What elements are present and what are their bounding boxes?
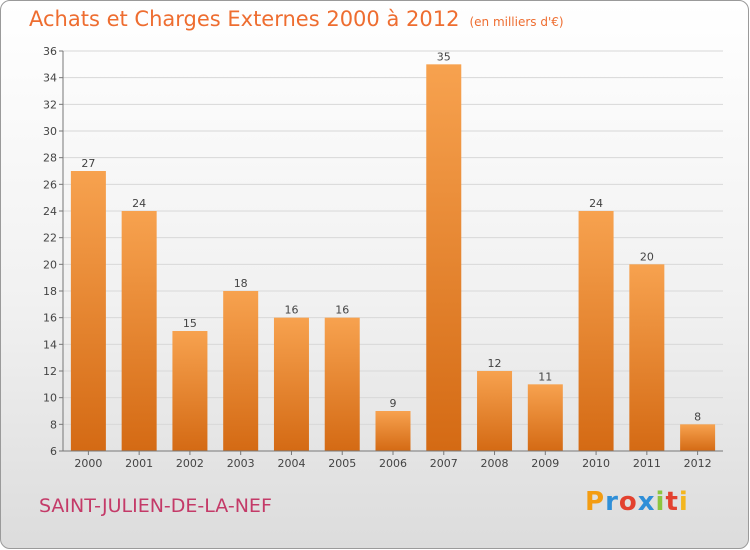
x-tick-label-2006: 2006 bbox=[379, 457, 407, 470]
logo-letter: r bbox=[605, 487, 619, 517]
logo-letter: P bbox=[585, 487, 606, 517]
x-tick-label-2008: 2008 bbox=[481, 457, 509, 470]
data-label-2008: 12 bbox=[488, 357, 502, 370]
data-label-2012: 8 bbox=[694, 410, 701, 423]
bar-2010 bbox=[578, 211, 614, 451]
bars: 27 24 15 18 16 16 9 35 12 11 24 20 8 bbox=[70, 50, 716, 452]
bar-2007 bbox=[426, 64, 462, 452]
bar-2005 bbox=[324, 317, 360, 451]
bar-2009 bbox=[527, 384, 563, 451]
bar-2004 bbox=[273, 317, 309, 451]
x-tick-label-2005: 2005 bbox=[328, 457, 356, 470]
bar-2000 bbox=[70, 171, 106, 451]
logo-letter: i bbox=[655, 487, 666, 517]
data-label-2011: 20 bbox=[640, 250, 654, 263]
x-tick-label-2000: 2000 bbox=[74, 457, 102, 470]
data-label-2001: 24 bbox=[132, 197, 146, 210]
data-label-2004: 16 bbox=[284, 304, 298, 317]
chart-subtitle: (en milliers d'€) bbox=[469, 15, 564, 29]
data-label-2006: 9 bbox=[390, 397, 397, 410]
chart-title: Achats et Charges Externes 2000 à 2012 (e… bbox=[29, 7, 564, 31]
x-tick-label-2004: 2004 bbox=[277, 457, 305, 470]
y-tick-label: 10 bbox=[43, 392, 57, 405]
y-tick-label: 32 bbox=[43, 98, 57, 111]
x-tick-label-2012: 2012 bbox=[684, 457, 712, 470]
data-label-2000: 27 bbox=[81, 157, 95, 170]
y-tick-label: 24 bbox=[43, 205, 57, 218]
bar-2012 bbox=[680, 424, 716, 451]
y-tick-label: 20 bbox=[43, 258, 57, 271]
data-label-2010: 24 bbox=[589, 197, 603, 210]
bar-2008 bbox=[477, 371, 513, 451]
y-tick-label: 30 bbox=[43, 125, 57, 138]
x-tick-label-2009: 2009 bbox=[531, 457, 559, 470]
data-label-2007: 35 bbox=[437, 50, 451, 63]
y-tick-label: 28 bbox=[43, 152, 57, 165]
y-tick-label: 34 bbox=[43, 72, 57, 85]
data-label-2009: 11 bbox=[538, 370, 552, 383]
y-tick-label: 8 bbox=[50, 418, 57, 431]
y-tick-label: 14 bbox=[43, 338, 57, 351]
y-tick-label: 6 bbox=[50, 445, 57, 458]
bar-2011 bbox=[629, 264, 665, 451]
logo-letter: i bbox=[678, 487, 689, 517]
x-tick-label-2010: 2010 bbox=[582, 457, 610, 470]
bar-2001 bbox=[121, 211, 157, 451]
data-label-2002: 15 bbox=[183, 317, 197, 330]
x-tick-label-2002: 2002 bbox=[176, 457, 204, 470]
x-tick-label-2001: 2001 bbox=[125, 457, 153, 470]
logo-letter: o bbox=[618, 487, 638, 517]
bar-2002 bbox=[172, 331, 208, 451]
data-label-2003: 18 bbox=[234, 277, 248, 290]
chart-title-text: Achats et Charges Externes 2000 à 2012 bbox=[29, 7, 460, 31]
x-tick-label-2007: 2007 bbox=[430, 457, 458, 470]
y-tick-label: 26 bbox=[43, 178, 57, 191]
y-tick-label: 36 bbox=[43, 45, 57, 58]
y-tick-label: 16 bbox=[43, 312, 57, 325]
x-tick-label-2011: 2011 bbox=[633, 457, 661, 470]
grid-lines bbox=[63, 50, 723, 452]
data-label-2005: 16 bbox=[335, 304, 349, 317]
commune-name: SAINT-JULIEN-DE-LA-NEF bbox=[39, 495, 272, 517]
axes: 6 8 10 12 14 16 18 20 22 24 26 28 30 32 34 36 2000 2001 20… bbox=[43, 45, 723, 470]
y-tick-label: 12 bbox=[43, 365, 57, 378]
x-tick-label-2003: 2003 bbox=[227, 457, 255, 470]
logo-letter: x bbox=[637, 487, 656, 517]
y-tick-label: 18 bbox=[43, 285, 57, 298]
logo-letter: t bbox=[665, 487, 679, 517]
bar-2006 bbox=[375, 411, 411, 451]
proxiti-logo: Proxiti bbox=[585, 487, 689, 517]
y-tick-label: 22 bbox=[43, 232, 57, 245]
bar-2003 bbox=[223, 291, 259, 451]
